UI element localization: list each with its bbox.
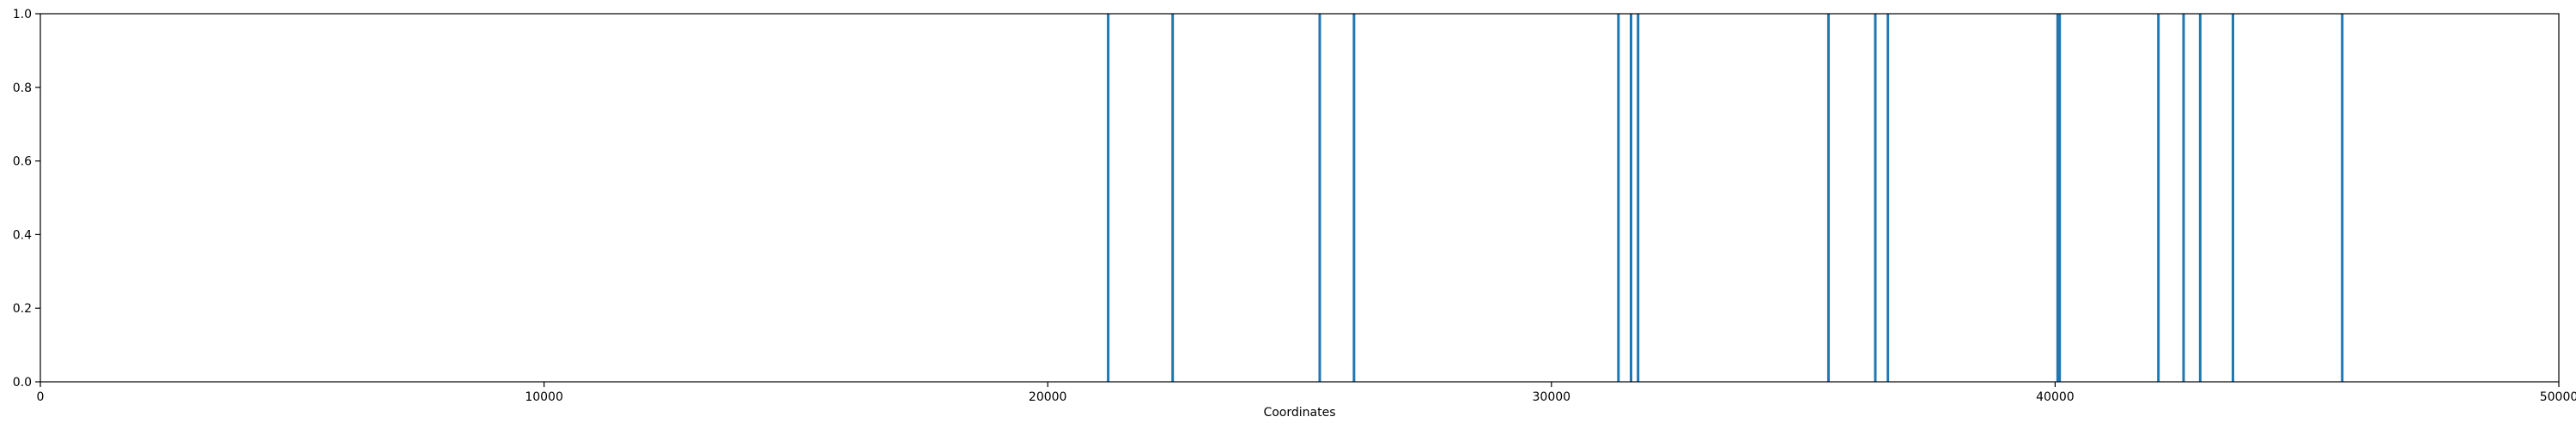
bar-6 (1637, 14, 1640, 382)
y-tick-label-1: 0.2 (13, 302, 32, 316)
x-tick-label-4: 40000 (2036, 390, 2075, 404)
bar-9 (1886, 14, 1890, 382)
x-tick-label-1: 10000 (525, 390, 563, 404)
x-tick-label-3: 30000 (1533, 390, 1571, 404)
y-tick-label-5: 1.0 (13, 8, 32, 21)
bar-4 (1617, 14, 1620, 382)
y-tick-label-2: 0.4 (13, 228, 32, 242)
y-axis-ticks: 0.0 0.2 0.4 0.6 0.8 1.0 (13, 8, 40, 390)
bar-13 (2182, 14, 2185, 382)
y-tick-label-4: 0.8 (13, 82, 32, 95)
bar-2 (1318, 14, 1321, 382)
bar-15 (2231, 14, 2234, 382)
x-tick-label-5: 50000 (2540, 390, 2576, 404)
x-axis-label: Coordinates (1263, 406, 1335, 420)
bar-1 (1171, 14, 1175, 382)
x-axis-ticks: 0 10000 20000 30000 40000 50000 (37, 382, 2576, 404)
bar-12 (2157, 14, 2160, 382)
x-tick-label-0: 0 (37, 390, 45, 404)
bar-0 (1107, 14, 1110, 382)
bar-14 (2198, 14, 2202, 382)
bar-3 (1352, 14, 1356, 382)
bar-8 (1874, 14, 1877, 382)
bars-group (1107, 14, 2344, 382)
y-tick-label-3: 0.6 (13, 155, 32, 169)
bar-10 (2056, 14, 2059, 382)
bar-5 (1629, 14, 1632, 382)
x-tick-label-2: 20000 (1029, 390, 1067, 404)
bar-16 (2341, 14, 2344, 382)
plot-frame (39, 13, 2560, 383)
bar-7 (1826, 14, 1830, 382)
y-tick-label-0: 0.0 (13, 376, 32, 390)
bar-11 (2058, 14, 2062, 382)
